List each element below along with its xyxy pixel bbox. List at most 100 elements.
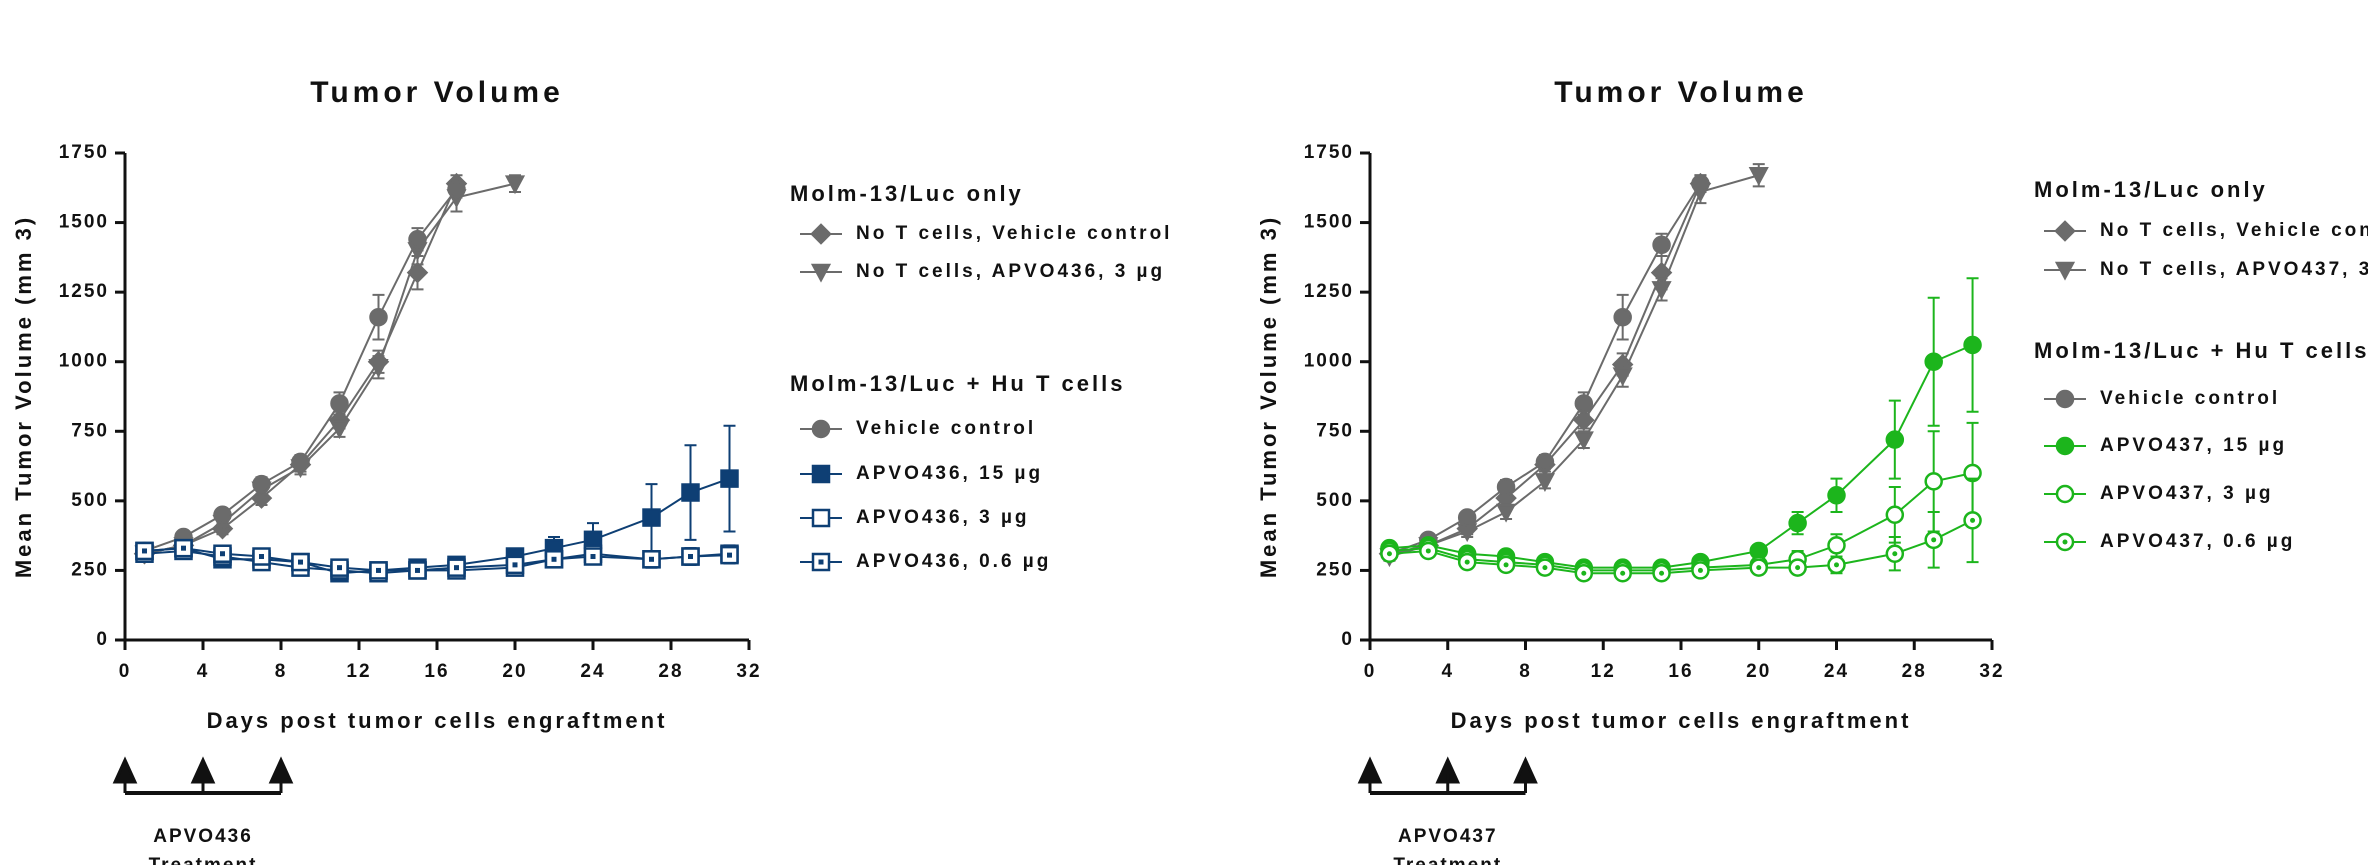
series	[134, 174, 526, 565]
legend-title: Molm-13/Luc only	[2034, 177, 2268, 202]
y-tick-label: 0	[96, 629, 109, 650]
y-axis-label: Mean Tumor Volume (mm 3)	[1256, 215, 1281, 578]
treatment-arrow	[1357, 756, 1383, 793]
marker	[2055, 389, 2075, 409]
series-line	[1389, 183, 1702, 555]
marker-dot	[1425, 548, 1431, 554]
legend-label: No T cells, Vehicle control	[2100, 220, 2368, 241]
treatment-arrow	[190, 756, 216, 793]
x-tick-label: 8	[1519, 661, 1532, 682]
marker-dot	[688, 554, 693, 560]
marker	[329, 420, 350, 440]
y-tick-label: 750	[1316, 420, 1354, 441]
series	[1380, 174, 1710, 563]
marker-dot	[1756, 565, 1762, 571]
marker	[213, 505, 232, 525]
y-tick-label: 1000	[59, 351, 109, 372]
legend-title: Molm-13/Luc + Hu T cells	[790, 371, 1125, 396]
marker	[1827, 536, 1846, 555]
marker	[1613, 307, 1632, 327]
marker-dot	[298, 559, 303, 565]
marker	[2054, 220, 2076, 242]
marker	[330, 394, 349, 413]
y-tick-label: 500	[71, 490, 109, 511]
legend-label: APVO436, 15 µg	[856, 463, 1043, 484]
marker-dot	[376, 567, 381, 573]
series-line	[144, 182, 516, 555]
marker	[1924, 472, 1943, 491]
series-line	[1389, 183, 1702, 555]
marker	[720, 469, 739, 488]
marker	[1748, 167, 1769, 186]
x-tick-label: 24	[580, 661, 605, 682]
marker-dot	[818, 559, 824, 565]
marker	[1691, 174, 1710, 193]
x-tick-label: 12	[1591, 661, 1616, 682]
treatment-label: APVO436	[153, 826, 253, 847]
marker-dot	[454, 565, 459, 571]
legend-marker	[2055, 532, 2075, 552]
marker-dot	[1697, 567, 1703, 573]
marker	[1651, 281, 1672, 301]
y-tick-label: 1750	[1304, 142, 1354, 163]
marker-dot	[512, 562, 518, 568]
legend-label: No T cells, APVO437, 3 µg	[2100, 259, 2368, 280]
marker	[1827, 486, 1846, 505]
y-tick-label: 250	[1316, 559, 1354, 580]
marker	[252, 474, 271, 494]
treatment-arrow	[268, 756, 294, 793]
marker	[811, 464, 831, 484]
y-tick-label: 0	[1341, 629, 1354, 650]
y-tick-label: 1750	[59, 142, 109, 163]
legend-marker	[810, 223, 832, 245]
legend-title: Molm-13/Luc only	[790, 181, 1024, 206]
marker-dot	[649, 556, 654, 562]
marker-dot	[337, 565, 342, 571]
marker	[1534, 473, 1556, 493]
legend-marker	[2054, 261, 2076, 281]
x-tick-label: 32	[1979, 661, 2004, 682]
marker	[2055, 436, 2075, 456]
marker-dot	[1581, 570, 1587, 576]
marker	[811, 508, 831, 528]
marker	[1495, 503, 1517, 523]
marker-dot	[727, 552, 732, 558]
chart-title: Tumor Volume	[310, 76, 564, 109]
legend-label: Vehicle control	[2100, 388, 2280, 409]
legend-label: No T cells, APVO436, 3 µg	[856, 261, 1165, 282]
x-tick-label: 4	[197, 661, 210, 682]
marker	[2055, 484, 2075, 504]
marker-dot	[142, 548, 147, 554]
series	[135, 179, 466, 561]
legend-marker	[2055, 436, 2075, 456]
marker	[1573, 431, 1594, 451]
marker-dot	[1386, 551, 1392, 557]
marker-dot	[2062, 539, 2068, 545]
chart-title: Tumor Volume	[1554, 76, 1808, 109]
treatment-arrow	[1435, 756, 1461, 793]
marker	[408, 230, 427, 249]
x-tick-label: 0	[1364, 661, 1377, 682]
marker-dot	[1795, 565, 1801, 571]
legend-label: APVO436, 3 µg	[856, 507, 1030, 528]
marker	[504, 175, 526, 195]
marker	[1457, 508, 1477, 527]
marker	[447, 179, 466, 199]
marker	[291, 452, 310, 472]
marker-dot	[551, 556, 557, 562]
x-axis-label: Days post tumor cells engraftment	[207, 708, 668, 733]
legend-marker	[811, 464, 831, 484]
legend-label: APVO436, 0.6 µg	[856, 551, 1051, 572]
y-tick-label: 750	[71, 420, 109, 441]
legend-marker	[2055, 389, 2075, 409]
marker	[1788, 513, 1807, 533]
y-axis-label: Mean Tumor Volume (mm 3)	[11, 215, 36, 578]
legend-title: Molm-13/Luc + Hu T cells	[2034, 338, 2368, 363]
y-tick-label: 1500	[1304, 212, 1354, 233]
marker-dot	[1892, 551, 1898, 557]
legend-marker	[2055, 484, 2075, 504]
marker	[681, 483, 700, 502]
marker-dot	[415, 567, 420, 573]
marker	[2054, 261, 2076, 281]
